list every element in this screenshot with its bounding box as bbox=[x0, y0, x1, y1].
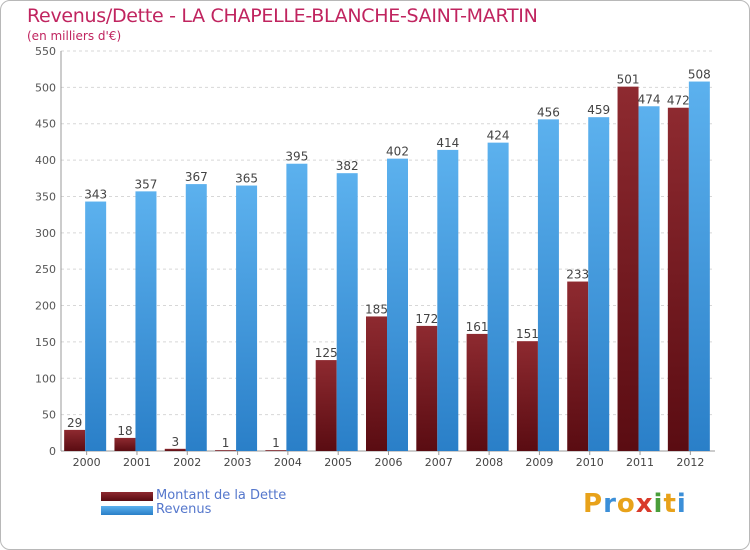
data-label-debt: 472 bbox=[667, 94, 690, 108]
x-tick-label: 2004 bbox=[274, 456, 302, 469]
data-label-revenue: 343 bbox=[84, 188, 107, 202]
x-tick-label: 2012 bbox=[676, 456, 704, 469]
y-tick-label: 550 bbox=[35, 45, 56, 58]
bar-revenue bbox=[487, 142, 509, 452]
bar-debt bbox=[366, 316, 387, 451]
y-tick-label: 100 bbox=[35, 372, 56, 385]
bar-revenue bbox=[336, 173, 358, 451]
y-tick-label: 450 bbox=[35, 118, 56, 131]
data-label-revenue: 508 bbox=[688, 68, 711, 82]
bar-debt bbox=[164, 448, 186, 451]
bars-layer bbox=[64, 81, 710, 452]
bar-debt bbox=[617, 86, 639, 452]
bar-debt bbox=[567, 281, 589, 451]
bar-debt bbox=[64, 429, 86, 451]
x-tick-label: 2002 bbox=[173, 456, 201, 469]
data-label-revenue: 456 bbox=[537, 105, 560, 119]
data-label-debt: 125 bbox=[315, 346, 338, 360]
legend-swatch-debt bbox=[101, 492, 153, 501]
bar-revenue bbox=[236, 185, 258, 451]
bar-debt bbox=[466, 333, 488, 451]
x-tick-label: 2008 bbox=[475, 456, 503, 469]
data-label-debt: 233 bbox=[566, 268, 589, 282]
bar-debt bbox=[416, 325, 438, 451]
y-tick-label: 500 bbox=[35, 81, 56, 94]
logo-letter: x bbox=[635, 489, 654, 519]
y-tick-label: 200 bbox=[35, 300, 56, 313]
legend-label-revenue: Revenus bbox=[156, 502, 212, 517]
x-tick-label: 2003 bbox=[224, 456, 252, 469]
data-label-debt: 501 bbox=[617, 73, 640, 87]
bar-debt bbox=[315, 360, 337, 451]
bar-revenue bbox=[185, 184, 207, 451]
legend-swatch-revenue bbox=[101, 506, 153, 515]
bar-revenue bbox=[638, 106, 660, 451]
y-tick-label: 300 bbox=[35, 227, 56, 240]
data-label-revenue: 365 bbox=[235, 172, 258, 186]
logo-letter: i bbox=[653, 489, 664, 519]
bar-revenue bbox=[688, 81, 710, 451]
y-tick-label: 350 bbox=[35, 190, 56, 203]
x-tick-label: 2010 bbox=[576, 456, 604, 469]
bar-revenue bbox=[85, 201, 107, 451]
data-label-revenue: 382 bbox=[336, 159, 359, 173]
data-label-debt: 151 bbox=[516, 327, 539, 341]
data-label-revenue: 357 bbox=[135, 177, 158, 191]
y-tick-label: 150 bbox=[35, 336, 56, 349]
logo-letter: r bbox=[603, 489, 617, 519]
data-label-revenue: 414 bbox=[436, 136, 459, 150]
bar-revenue bbox=[437, 149, 459, 451]
bar-debt bbox=[516, 341, 538, 451]
bar-revenue bbox=[387, 158, 408, 452]
data-label-debt: 3 bbox=[171, 435, 179, 449]
y-tick-label: 0 bbox=[49, 445, 56, 458]
data-label-revenue: 395 bbox=[285, 150, 308, 164]
x-tick-label: 2005 bbox=[324, 456, 352, 469]
logo-letter: t bbox=[663, 489, 677, 519]
chart-subtitle: (en milliers d'€) bbox=[27, 29, 122, 43]
bar-revenue bbox=[286, 163, 308, 451]
data-label-debt: 161 bbox=[466, 320, 489, 334]
data-label-revenue: 402 bbox=[386, 145, 409, 159]
bar-revenue bbox=[537, 119, 559, 451]
bar-revenue bbox=[135, 191, 157, 451]
bar-debt bbox=[265, 450, 287, 451]
data-label-revenue: 367 bbox=[185, 170, 208, 184]
data-label-debt: 172 bbox=[415, 312, 438, 326]
logo-letter: P bbox=[583, 489, 604, 519]
x-tick-label: 2007 bbox=[425, 456, 453, 469]
y-tick-label: 400 bbox=[35, 154, 56, 167]
data-label-debt: 185 bbox=[365, 302, 388, 316]
data-label-revenue: 459 bbox=[587, 103, 610, 117]
x-tick-label: 2001 bbox=[123, 456, 151, 469]
labels-layer: 0 50 100 150 200 250 300 350 400 450 500 550 2000 29 3… bbox=[35, 45, 711, 469]
bar-debt bbox=[114, 437, 136, 451]
data-label-revenue: 474 bbox=[638, 92, 661, 106]
legend-label-debt: Montant de la Dette bbox=[156, 488, 287, 503]
y-tick-label: 50 bbox=[42, 409, 56, 422]
bar-revenue bbox=[588, 117, 610, 451]
y-tick-label: 250 bbox=[35, 263, 56, 276]
bar-debt bbox=[667, 107, 689, 452]
data-label-debt: 1 bbox=[272, 436, 280, 450]
chart-title: Revenus/Dette - LA CHAPELLE-BLANCHE-SAIN… bbox=[27, 5, 538, 27]
x-tick-label: 2009 bbox=[525, 456, 553, 469]
proxiti-logo: Proxiti bbox=[583, 489, 687, 519]
data-label-debt: 29 bbox=[67, 416, 82, 430]
x-tick-label: 2011 bbox=[626, 456, 654, 469]
bar-debt bbox=[215, 450, 237, 451]
data-label-revenue: 424 bbox=[487, 129, 510, 143]
data-label-debt: 1 bbox=[222, 436, 230, 450]
x-tick-label: 2000 bbox=[73, 456, 101, 469]
x-tick-label: 2006 bbox=[375, 456, 403, 469]
logo-letter: o bbox=[616, 489, 636, 519]
data-label-debt: 18 bbox=[117, 424, 132, 438]
logo-letter: i bbox=[676, 489, 687, 519]
